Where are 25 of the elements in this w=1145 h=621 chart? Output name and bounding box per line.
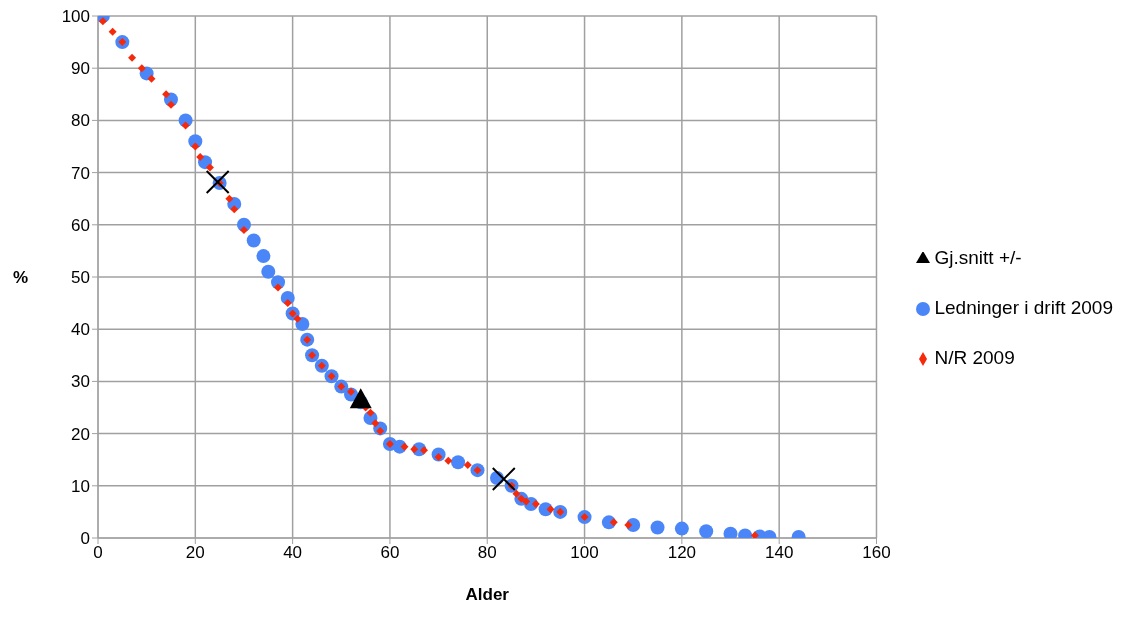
legend-label: Gj.snitt +/- <box>934 247 1022 268</box>
legend-label: Ledninger i drift 2009 <box>934 297 1113 318</box>
legend-label: N/R 2009 <box>934 347 1015 368</box>
x-tick-label: 40 <box>283 543 303 563</box>
x-tick-label: 100 <box>570 543 599 563</box>
y-tick-label: 80 <box>71 111 90 131</box>
y-tick-label: 100 <box>61 7 90 27</box>
x-tick-label: 80 <box>477 543 497 563</box>
y-tick-label: 60 <box>71 215 90 235</box>
y-tick-label: 90 <box>71 59 90 79</box>
x-tick-label: 20 <box>185 543 205 563</box>
x-tick-label: 0 <box>93 543 103 563</box>
y-tick-label: 10 <box>71 476 90 496</box>
x-tick-label: 160 <box>862 543 891 563</box>
x-tick-label: 140 <box>764 543 794 563</box>
y-tick-label: 70 <box>71 163 90 183</box>
y-tick-label: 0 <box>80 529 90 549</box>
x-tick-label: 120 <box>667 543 697 563</box>
x-tick-label: 60 <box>380 543 400 563</box>
y-tick-label: 30 <box>71 372 90 392</box>
y-tick-label: 50 <box>71 268 90 288</box>
y-tick-label: 20 <box>71 424 90 444</box>
y-tick-label: 40 <box>71 320 90 340</box>
x-axis-title: Alder <box>465 585 510 605</box>
y-axis-title: % <box>12 268 28 288</box>
